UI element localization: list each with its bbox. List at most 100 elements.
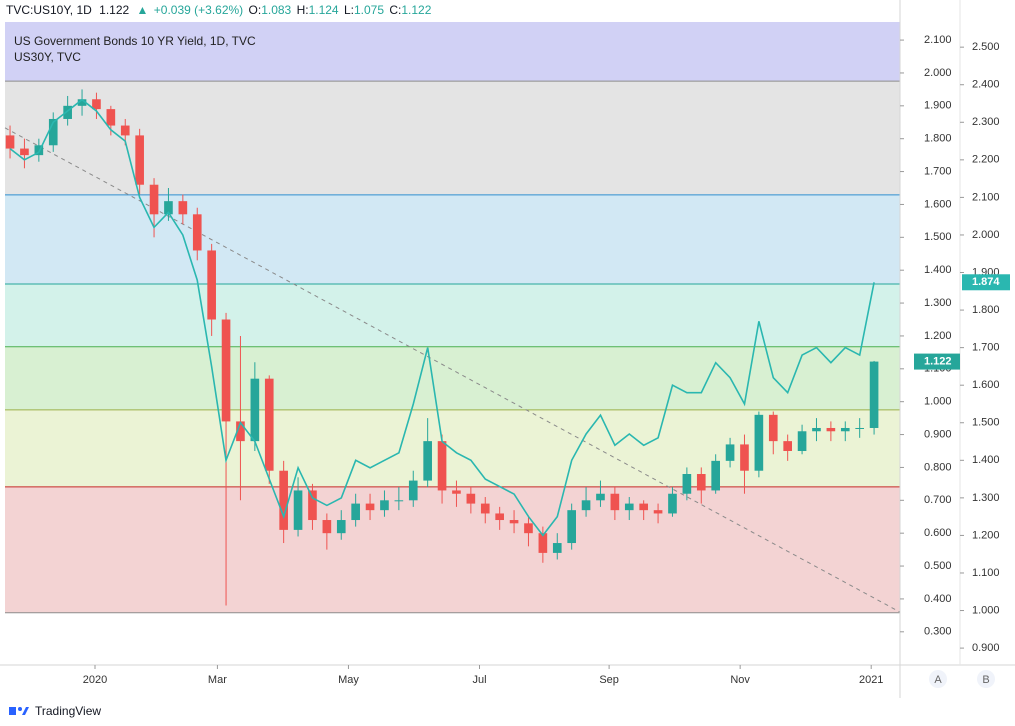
candle-body <box>5 135 15 149</box>
candle-body <box>336 520 346 534</box>
price-label-bg <box>914 353 960 370</box>
y2-tick-label: 0.900 <box>972 642 1000 654</box>
ohlc-label: H: <box>296 3 309 17</box>
ohlc-label: O: <box>248 3 262 17</box>
candle-body <box>567 510 576 544</box>
legend-series: US30Y, TVC <box>14 50 81 64</box>
fib-band <box>5 346 900 410</box>
y-tick-label: 1.500 <box>924 231 952 243</box>
candle-body <box>768 414 778 442</box>
candle-body <box>149 184 159 215</box>
candle-body <box>480 503 490 514</box>
candle-body <box>538 533 548 553</box>
candle-body <box>92 99 101 110</box>
scale-button-label: A <box>934 674 942 686</box>
footer: TradingView <box>8 704 101 718</box>
fib-band <box>5 283 900 347</box>
candle-body <box>509 520 519 524</box>
candle-body <box>48 118 58 146</box>
candle-body <box>495 513 504 521</box>
candle-body <box>437 441 447 491</box>
fib-band <box>5 81 900 195</box>
candle-body <box>797 431 807 451</box>
candle-body <box>682 474 692 494</box>
y2-tick-label: 2.200 <box>972 154 1000 166</box>
ohlc-value: 1.124 <box>308 3 339 17</box>
price-label: 1.122 <box>924 355 952 367</box>
y-tick-label: 1.000 <box>924 396 952 408</box>
x-tick-label: Mar <box>208 674 227 686</box>
fib-band <box>5 22 900 82</box>
x-tick-label: Nov <box>730 674 750 686</box>
y2-tick-label: 2.100 <box>972 191 1000 203</box>
candle-body <box>365 503 375 511</box>
ohlc-value: 1.122 <box>401 3 432 17</box>
candle-body <box>322 520 332 534</box>
scale-button-label: B <box>982 674 989 686</box>
candle-body <box>20 148 29 156</box>
candle-body <box>552 543 562 553</box>
symbol: TVC:US10Y, 1D <box>6 3 92 17</box>
y2-tick-label: 1.200 <box>972 529 1000 541</box>
candle-body <box>264 378 274 471</box>
y-tick-label: 0.800 <box>924 461 952 473</box>
x-tick-label: May <box>338 674 359 686</box>
candle-body <box>207 250 216 320</box>
price-label: 1.874 <box>972 276 1000 288</box>
candle-body <box>740 444 749 471</box>
candle-body <box>754 414 764 471</box>
candle-body <box>408 480 418 501</box>
y2-tick-label: 1.300 <box>972 492 1000 504</box>
candle-body <box>639 503 648 511</box>
candle-body <box>610 493 620 511</box>
y-tick-label: 1.400 <box>924 264 952 276</box>
y2-tick-label: 1.100 <box>972 567 1000 579</box>
candle-body <box>423 441 432 481</box>
candle-body <box>106 109 116 126</box>
candle-body <box>250 378 260 442</box>
candle-body <box>236 421 245 442</box>
y2-tick-label: 2.400 <box>972 79 1000 91</box>
candle-body <box>869 361 879 428</box>
scale-button[interactable] <box>977 670 995 688</box>
candle-body <box>696 474 706 491</box>
candle-body <box>308 490 317 521</box>
y2-tick-label: 1.000 <box>972 604 1000 616</box>
y2-tick-label: 1.400 <box>972 454 1000 466</box>
y-tick-label: 1.900 <box>924 100 952 112</box>
candle-body <box>178 201 188 215</box>
candle-body <box>77 99 87 106</box>
y-tick-label: 0.300 <box>924 626 952 638</box>
x-tick-label: 2021 <box>859 674 883 686</box>
y2-tick-label: 1.800 <box>972 304 1000 316</box>
y-tick-label: 1.800 <box>924 133 952 145</box>
x-tick-label: Jul <box>472 674 486 686</box>
candle-body <box>668 493 677 514</box>
candle-body <box>596 493 605 501</box>
candle-body <box>452 490 461 494</box>
y-tick-label: 0.600 <box>924 527 952 539</box>
y2-tick-label: 1.700 <box>972 342 1000 354</box>
fib-band <box>5 612 900 665</box>
chart: US Government Bonds 10 YR Yield, 1D, TVC… <box>0 0 1015 698</box>
y-tick-label: 0.400 <box>924 593 952 605</box>
candle-body <box>653 510 663 514</box>
fib-band <box>5 409 900 487</box>
y-tick-label: 2.000 <box>924 67 952 79</box>
candle-body <box>581 500 591 511</box>
x-tick-label: Sep <box>599 674 619 686</box>
last-price: 1.122 <box>99 3 130 17</box>
y2-tick-label: 1.600 <box>972 379 1000 391</box>
scale-button[interactable] <box>929 670 947 688</box>
y2-tick-label: 2.000 <box>972 229 1000 241</box>
ohlc-label: C: <box>389 3 402 17</box>
ohlc-label: L: <box>343 3 354 17</box>
candle-body <box>466 493 476 504</box>
candle-body <box>279 470 288 530</box>
x-tick-label: 2020 <box>83 674 107 686</box>
candle-body <box>192 214 202 251</box>
logo <box>9 707 29 715</box>
candle-body <box>524 523 533 534</box>
ohlc-value: 1.075 <box>353 3 384 17</box>
